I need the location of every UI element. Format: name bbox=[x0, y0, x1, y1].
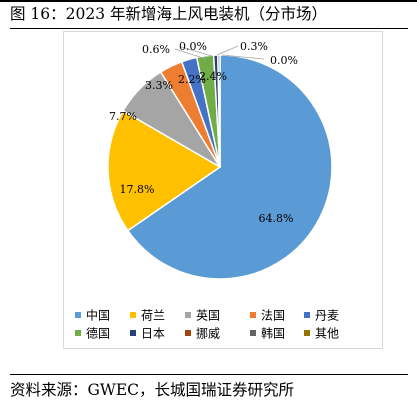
legend-swatch-德国 bbox=[75, 330, 81, 336]
legend-swatch-英国 bbox=[185, 312, 191, 318]
leader-line-日本 bbox=[174, 48, 207, 60]
legend-label-韩国: 韩国 bbox=[261, 326, 285, 341]
legend-label-德国: 德国 bbox=[86, 326, 110, 341]
legend-label-丹麦: 丹麦 bbox=[315, 309, 339, 323]
top-rule bbox=[0, 0, 417, 2]
pie-slice-荷兰 bbox=[107, 109, 222, 232]
leader-line-挪威 bbox=[180, 46, 213, 57]
legend-label-法国: 法国 bbox=[261, 309, 285, 323]
data-label-韩国: 0.3% bbox=[240, 40, 268, 53]
legend-swatch-日本 bbox=[130, 330, 136, 336]
legend-swatch-其他 bbox=[304, 330, 310, 336]
legend-swatch-丹麦 bbox=[304, 312, 310, 318]
data-label-法国: 3.3% bbox=[145, 79, 173, 92]
legend-label-日本: 日本 bbox=[141, 327, 165, 341]
legend-label-荷兰: 荷兰 bbox=[141, 309, 165, 323]
legend-label-中国: 中国 bbox=[86, 308, 110, 323]
figure-title: 图 16：2023 年新增海上风电装机（分市场） bbox=[10, 5, 328, 23]
legend-swatch-韩国 bbox=[250, 330, 256, 336]
data-label-日本: 0.6% bbox=[142, 43, 170, 56]
legend-label-其他: 其他 bbox=[315, 327, 339, 341]
data-label-其他: 0.0% bbox=[270, 54, 298, 67]
source-note: 资料来源：GWEC，长城国瑞证券研究所 bbox=[10, 381, 294, 399]
source-rule bbox=[10, 374, 408, 375]
legend-swatch-法国 bbox=[250, 312, 256, 318]
data-label-挪威: 0.0% bbox=[179, 40, 207, 53]
pie-slice-中国 bbox=[126, 54, 333, 280]
data-label-丹麦: 2.2% bbox=[178, 73, 206, 86]
data-label-中国: 64.8% bbox=[259, 212, 294, 225]
title-rule bbox=[10, 28, 408, 29]
data-label-德国: 2.4% bbox=[199, 70, 227, 83]
legend-swatch-荷兰 bbox=[130, 312, 136, 318]
legend-label-挪威: 挪威 bbox=[196, 327, 220, 341]
data-label-英国: 7.7% bbox=[109, 110, 137, 123]
leader-line-其他 bbox=[221, 54, 265, 60]
data-label-荷兰: 17.8% bbox=[120, 183, 155, 196]
legend-label-英国: 英国 bbox=[196, 309, 220, 323]
legend-swatch-挪威 bbox=[185, 330, 191, 336]
leader-line-韩国 bbox=[216, 45, 239, 56]
legend-swatch-中国 bbox=[75, 312, 81, 318]
chart-frame bbox=[63, 31, 383, 349]
